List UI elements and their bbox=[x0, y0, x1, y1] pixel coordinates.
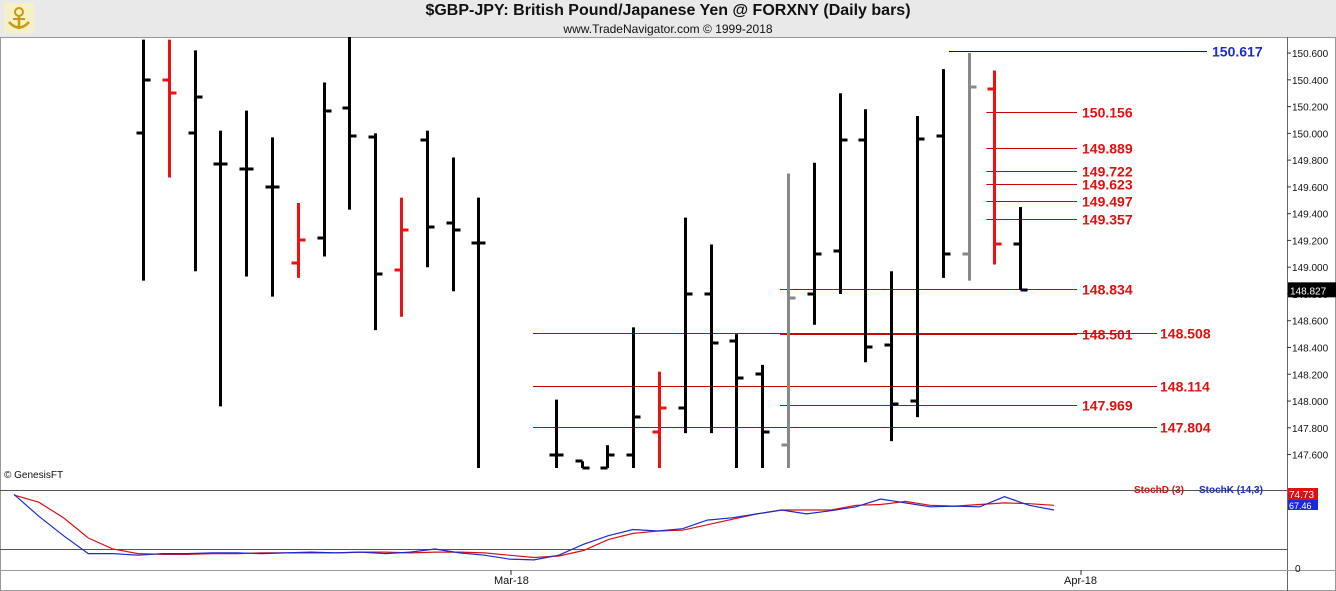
last-price-marker bbox=[1288, 282, 1336, 298]
stoch-d-value-marker bbox=[1288, 488, 1318, 501]
trade-navigator-logo-icon bbox=[4, 3, 34, 33]
level-label: 149.889 bbox=[1082, 141, 1133, 157]
stoch-k-value: 67.46 bbox=[1289, 501, 1312, 511]
price-tick-label: 149.600 bbox=[1292, 183, 1329, 194]
level-label: 148.114 bbox=[1160, 379, 1210, 395]
price-tick-label: 150.400 bbox=[1292, 76, 1329, 87]
level-label: 148.834 bbox=[1082, 282, 1133, 298]
stoch-d-line bbox=[13, 494, 1055, 559]
source-label: © GenesisFT bbox=[4, 470, 63, 481]
level-label: 149.357 bbox=[1082, 212, 1133, 228]
price-tick-label: 148.000 bbox=[1292, 397, 1329, 408]
price-tick-label: 149.200 bbox=[1292, 236, 1329, 247]
price-tick-label: 148.600 bbox=[1292, 317, 1329, 328]
price-tick-label: 148.400 bbox=[1292, 343, 1329, 354]
last-price-label: 148.827 bbox=[1290, 286, 1327, 297]
x-axis-label: Mar-18 bbox=[494, 575, 529, 587]
level-label: 149.623 bbox=[1082, 177, 1133, 193]
level-label: 149.722 bbox=[1082, 164, 1133, 180]
price-tick-label: 148.200 bbox=[1292, 370, 1329, 381]
stoch-d-legend: StochD (3) bbox=[1134, 485, 1184, 496]
price-tick-label: 150.000 bbox=[1292, 129, 1329, 140]
stoch-k-value-marker bbox=[1288, 500, 1318, 510]
price-tick-label: 149.400 bbox=[1292, 210, 1329, 221]
chart-frame bbox=[0, 37, 1336, 591]
chart-subtitle: www.TradeNavigator.com © 1999-2018 bbox=[563, 22, 773, 36]
price-tick-label: 150.600 bbox=[1292, 49, 1329, 60]
stoch-k-line bbox=[13, 493, 1055, 561]
stoch-k-legend: StochK (14,3) bbox=[1199, 485, 1263, 496]
chart-title: $GBP-JPY: British Pound/Japanese Yen @ F… bbox=[425, 2, 911, 19]
level-label: 148.508 bbox=[1160, 326, 1211, 342]
price-tick-label: 147.800 bbox=[1292, 424, 1329, 435]
price-tick-label: 150.200 bbox=[1292, 103, 1329, 114]
level-label: 150.617 bbox=[1212, 44, 1263, 60]
level-label: 147.969 bbox=[1082, 398, 1133, 414]
level-label: 150.156 bbox=[1082, 105, 1133, 121]
level-label: 147.804 bbox=[1160, 420, 1211, 436]
x-axis-label: Apr-18 bbox=[1064, 575, 1097, 587]
price-tick-label: 149.800 bbox=[1292, 156, 1329, 167]
stoch-zero-label: 0 bbox=[1295, 564, 1301, 575]
price-tick-label: 147.600 bbox=[1292, 451, 1329, 462]
stoch-d-value: 74.73 bbox=[1289, 490, 1314, 501]
level-label: 148.501 bbox=[1082, 327, 1133, 343]
price-tick-label: 149.000 bbox=[1292, 263, 1329, 274]
chart-header: $GBP-JPY: British Pound/Japanese Yen @ F… bbox=[0, 0, 1336, 37]
level-label: 149.497 bbox=[1082, 194, 1133, 210]
